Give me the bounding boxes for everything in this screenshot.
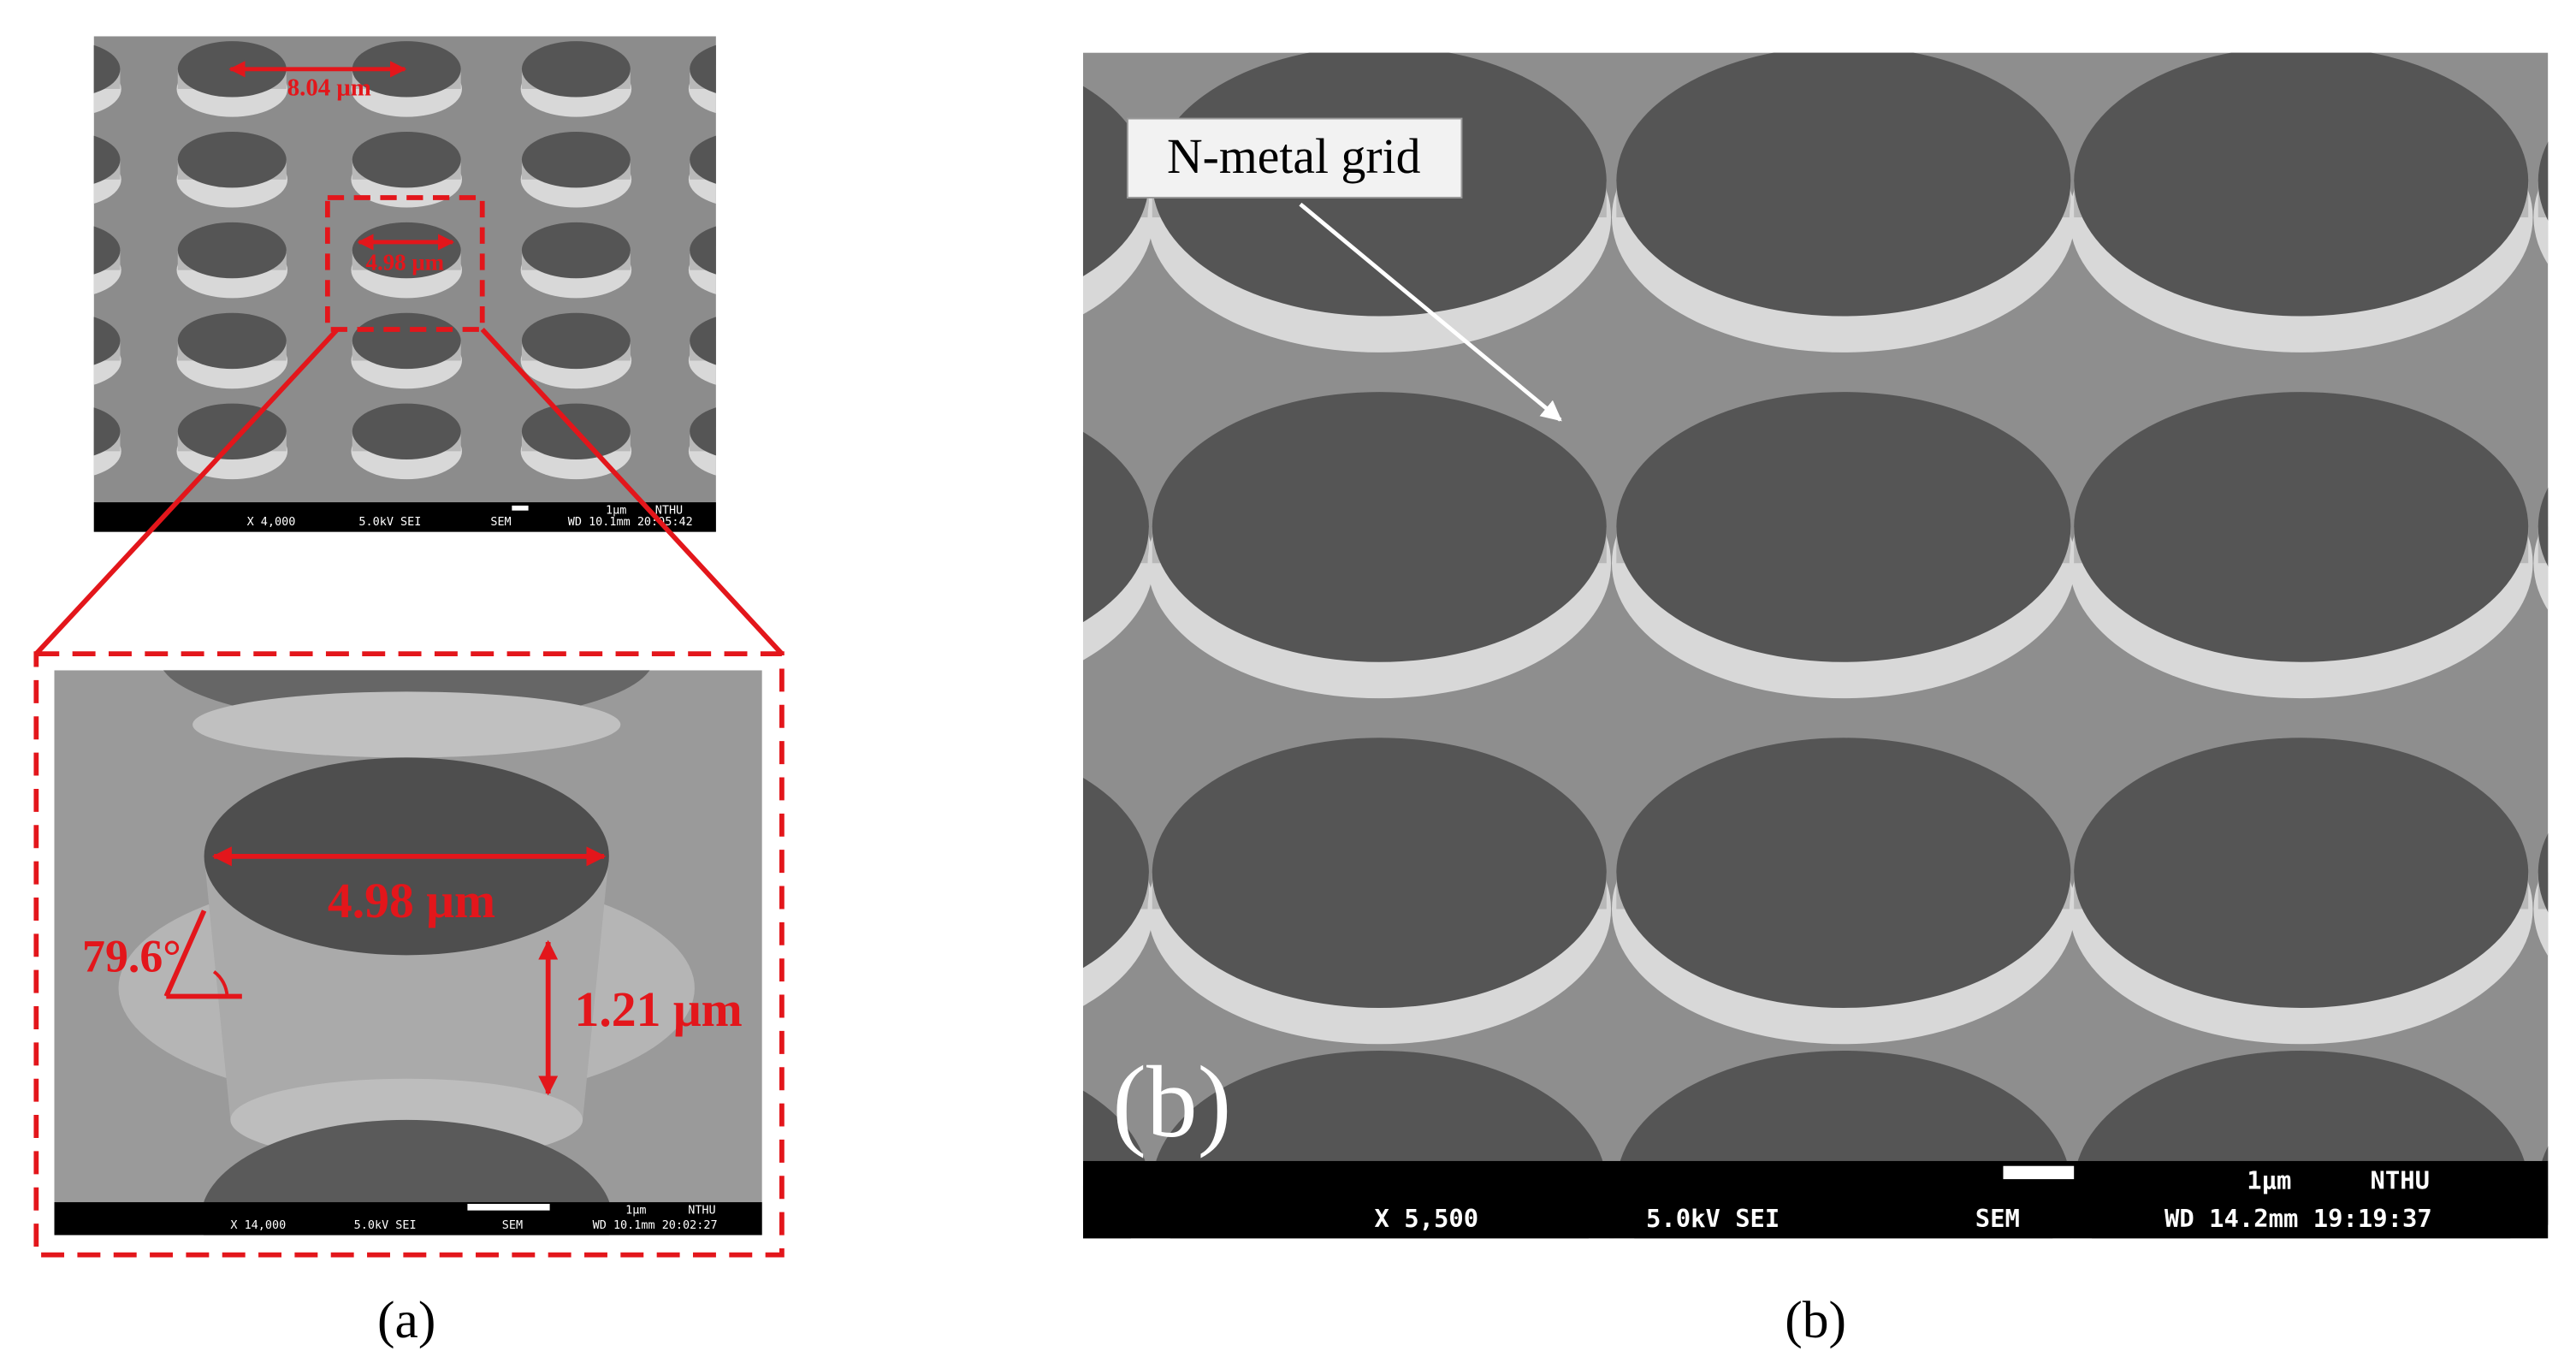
pillar — [2074, 738, 2529, 1008]
pillar — [93, 317, 121, 365]
sem-magnification: X 14,000 — [230, 1218, 286, 1232]
panel-tag: (b) — [1112, 1046, 1231, 1158]
sem-lab: NTHU — [688, 1204, 715, 1218]
sem-scale: 1μm — [606, 504, 626, 518]
pillar — [1082, 526, 1149, 564]
sem-mode: SEM — [502, 1218, 523, 1232]
pillar — [352, 312, 461, 370]
caption: (b) — [1785, 1291, 1846, 1349]
pillar — [93, 226, 121, 275]
pillar — [1616, 738, 2071, 1008]
diameter-label: 4.98 μm — [328, 874, 495, 928]
pillar — [1152, 392, 1607, 662]
pillar — [690, 44, 716, 93]
sem-voltage: 5.0kV SEI — [358, 515, 421, 529]
sem-lab: NTHU — [655, 504, 683, 518]
pillar — [521, 131, 631, 188]
pillar — [352, 131, 461, 188]
pillar — [1616, 52, 2071, 317]
sem-magnification: X 4,000 — [247, 515, 296, 529]
pillar — [1082, 1090, 1149, 1239]
pillar — [177, 312, 287, 370]
pillar — [521, 222, 631, 279]
pillar — [177, 403, 287, 460]
sem-magnification: X 5,500 — [1375, 1204, 1479, 1233]
sem-wd-time: WD 14.2mm 19:19:37 — [2164, 1204, 2432, 1233]
annotation-label: N-metal grid — [1167, 130, 1421, 184]
caption: (a) — [377, 1291, 435, 1349]
pillar — [2074, 52, 2529, 317]
angle-label: 79.6° — [82, 931, 181, 982]
sem-scale: 1μm — [625, 1204, 646, 1218]
pillar — [690, 407, 716, 456]
sem-voltage: 5.0kV SEI — [354, 1218, 417, 1232]
sem-image — [1082, 52, 2549, 1239]
sem-mode: SEM — [490, 515, 511, 529]
pillar — [1082, 181, 1149, 218]
dimension-label: 8.04 μm — [287, 74, 371, 102]
pillar — [93, 135, 121, 184]
pillar — [93, 44, 121, 93]
pillar — [93, 407, 121, 456]
pillar — [2538, 488, 2549, 566]
pillar — [2074, 392, 2529, 662]
pillar — [690, 135, 716, 184]
pillar — [177, 222, 287, 279]
pillar — [1082, 778, 1149, 969]
pillar — [1082, 431, 1149, 622]
pillar — [2538, 833, 2549, 912]
pillar — [1082, 873, 1149, 910]
pillar — [352, 41, 461, 98]
sem-voltage: 5.0kV SEI — [1646, 1204, 1780, 1233]
pillar — [1152, 738, 1607, 1008]
pillar — [1616, 392, 2071, 662]
pillar — [690, 226, 716, 275]
sem-wd-time: WD 10.1mm 20:02:27 — [593, 1218, 718, 1232]
pillar — [1082, 86, 1149, 276]
pillar — [690, 317, 716, 365]
dimension-label: 4.98 μm — [366, 250, 445, 276]
pillar — [521, 41, 631, 98]
sem-lab: NTHU — [2371, 1166, 2430, 1195]
pillar — [1082, 1185, 1149, 1223]
pillar — [177, 131, 287, 188]
sem-wd-time: WD 10.1mm 20:05:42 — [568, 515, 693, 529]
pillar — [521, 312, 631, 370]
sem-mode: SEM — [1975, 1204, 2020, 1233]
pillar — [2538, 141, 2549, 221]
sem-scale: 1μm — [2247, 1166, 2291, 1195]
pillar — [352, 403, 461, 460]
overview-image — [93, 36, 716, 532]
height-label: 1.21 μm — [574, 983, 742, 1037]
